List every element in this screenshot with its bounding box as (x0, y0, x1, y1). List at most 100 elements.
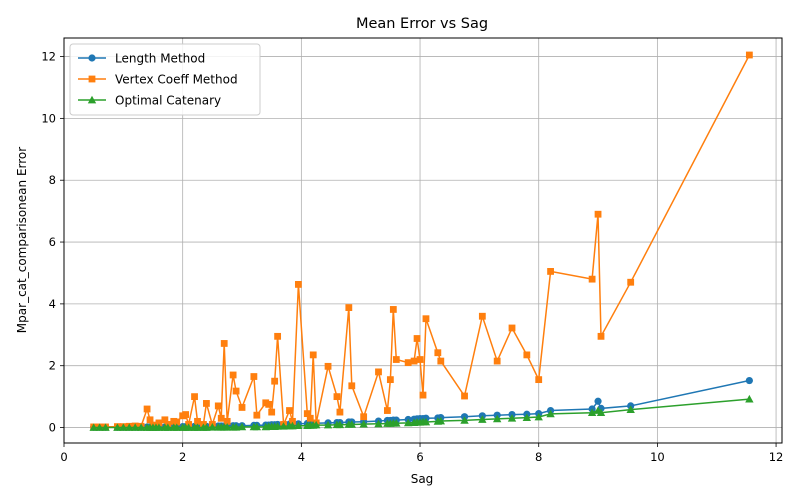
data-point-optimal-catenary (294, 421, 303, 430)
data-point-vertex-coeff-method (523, 351, 531, 359)
data-point-vertex-coeff-method (386, 376, 394, 384)
legend-item-vertex-coeff-method: Vertex Coeff Method (78, 73, 238, 87)
data-point-optimal-catenary (222, 423, 232, 431)
data-point-vertex-coeff-method (324, 362, 332, 370)
data-point-vertex-coeff-method (182, 411, 190, 418)
data-point-vertex-coeff-method (588, 275, 596, 283)
legend-swatch-marker (88, 54, 96, 62)
data-point-vertex-coeff-method (392, 356, 400, 363)
data-point-vertex-coeff-method (253, 411, 261, 419)
data-point-vertex-coeff-method (214, 402, 222, 410)
data-point-optimal-catenary (252, 422, 262, 431)
data-point-optimal-catenary (546, 409, 555, 418)
series-optimal-catenary (89, 394, 754, 431)
data-point-vertex-coeff-method (375, 368, 382, 376)
data-point-optimal-catenary (193, 423, 202, 431)
data-point-vertex-coeff-method (348, 382, 356, 390)
data-point-vertex-coeff-method (336, 408, 344, 416)
data-point-optimal-catenary (311, 420, 321, 429)
legend-item-optimal-catenary: Optimal Catenary (78, 94, 221, 108)
data-point-optimal-catenary (231, 423, 241, 431)
data-point-vertex-coeff-method (146, 416, 154, 424)
legend-item-length-method: Length Method (78, 52, 205, 66)
data-point-vertex-coeff-method (410, 357, 418, 365)
data-point-vertex-coeff-method (143, 405, 151, 413)
data-point-optimal-catenary (403, 418, 413, 427)
data-point-vertex-coeff-method (250, 373, 258, 380)
data-point-vertex-coeff-method (309, 351, 317, 359)
data-point-vertex-coeff-method (383, 407, 391, 414)
data-point-vertex-coeff-method (229, 371, 237, 379)
data-point-vertex-coeff-method (547, 268, 554, 275)
data-point-optimal-catenary (279, 422, 288, 430)
data-point-vertex-coeff-method (422, 315, 430, 323)
plot-frame (63, 37, 783, 444)
data-point-vertex-coeff-method (493, 357, 501, 365)
data-point-optimal-catenary (335, 420, 345, 429)
data-point-optimal-catenary (522, 413, 532, 422)
y-axis-label: Mpar_cat_comparisonean Error (15, 147, 29, 333)
y-tick-label: 8 (49, 173, 56, 187)
y-tick-label: 2 (49, 359, 56, 373)
x-tick-label: 6 (416, 450, 423, 464)
data-point-vertex-coeff-method (360, 413, 368, 421)
data-point-optimal-catenary (323, 420, 333, 429)
data-point-optimal-catenary (534, 412, 543, 421)
data-point-optimal-catenary (136, 423, 146, 431)
data-point-optimal-catenary (101, 423, 110, 431)
data-point-optimal-catenary (492, 414, 502, 423)
legend-swatch-marker (88, 75, 96, 83)
data-point-optimal-catenary (202, 423, 211, 431)
data-point-vertex-coeff-method (535, 376, 543, 384)
data-point-vertex-coeff-method (194, 417, 201, 425)
data-point-optimal-catenary (119, 423, 128, 431)
legend-label: Vertex Coeff Method (115, 73, 238, 87)
data-point-vertex-coeff-method (416, 356, 424, 363)
data-point-vertex-coeff-method (217, 414, 225, 422)
data-point-optimal-catenary (436, 416, 446, 425)
y-tick-label: 6 (49, 235, 56, 249)
data-point-optimal-catenary (208, 423, 217, 431)
data-point-vertex-coeff-method (155, 419, 163, 427)
data-point-optimal-catenary (478, 415, 487, 423)
data-point-vertex-coeff-method (238, 404, 246, 411)
data-point-optimal-catenary (184, 423, 193, 431)
x-tick-label: 2 (179, 450, 186, 464)
data-point-vertex-coeff-method (173, 418, 181, 426)
data-point-optimal-catenary (131, 423, 140, 431)
legend-box (69, 43, 261, 116)
data-point-vertex-coeff-method (434, 349, 442, 357)
data-point-optimal-catenary (163, 423, 173, 431)
data-point-optimal-catenary (172, 423, 181, 431)
data-point-vertex-coeff-method (508, 324, 516, 332)
data-point-vertex-coeff-method (345, 304, 353, 311)
data-point-optimal-catenary (421, 417, 431, 426)
data-point-optimal-catenary (273, 422, 282, 430)
data-point-optimal-catenary (587, 408, 597, 417)
data-point-vertex-coeff-method (419, 391, 427, 399)
data-point-optimal-catenary (154, 423, 164, 431)
axis-ticks: 0 2 4 6 8 10 12 0 2 4 6 8 10 12 (41, 50, 783, 464)
data-point-vertex-coeff-method (461, 392, 468, 400)
data-point-optimal-catenary (95, 423, 104, 431)
data-point-optimal-catenary (237, 422, 247, 431)
x-tick-label: 0 (60, 450, 67, 464)
x-axis-label: Sag (411, 472, 434, 486)
data-point-optimal-catenary (507, 414, 517, 422)
data-point-optimal-catenary (745, 394, 754, 403)
y-tick-label: 4 (49, 297, 56, 311)
data-point-vertex-coeff-method (289, 417, 296, 425)
data-point-vertex-coeff-method (286, 407, 293, 414)
y-tick-label: 12 (41, 50, 56, 64)
series-layer (89, 51, 754, 431)
legend: Length Method Vertex Coeff Method Optimal … (69, 43, 261, 116)
data-point-vertex-coeff-method (333, 393, 341, 401)
data-point-vertex-coeff-method (232, 387, 240, 395)
legend-swatch-marker (87, 95, 97, 104)
data-point-length-method (594, 397, 602, 405)
data-point-optimal-catenary (288, 421, 297, 430)
x-tick-label: 10 (650, 450, 665, 464)
data-point-optimal-catenary (113, 423, 122, 431)
data-point-optimal-catenary (374, 419, 383, 428)
